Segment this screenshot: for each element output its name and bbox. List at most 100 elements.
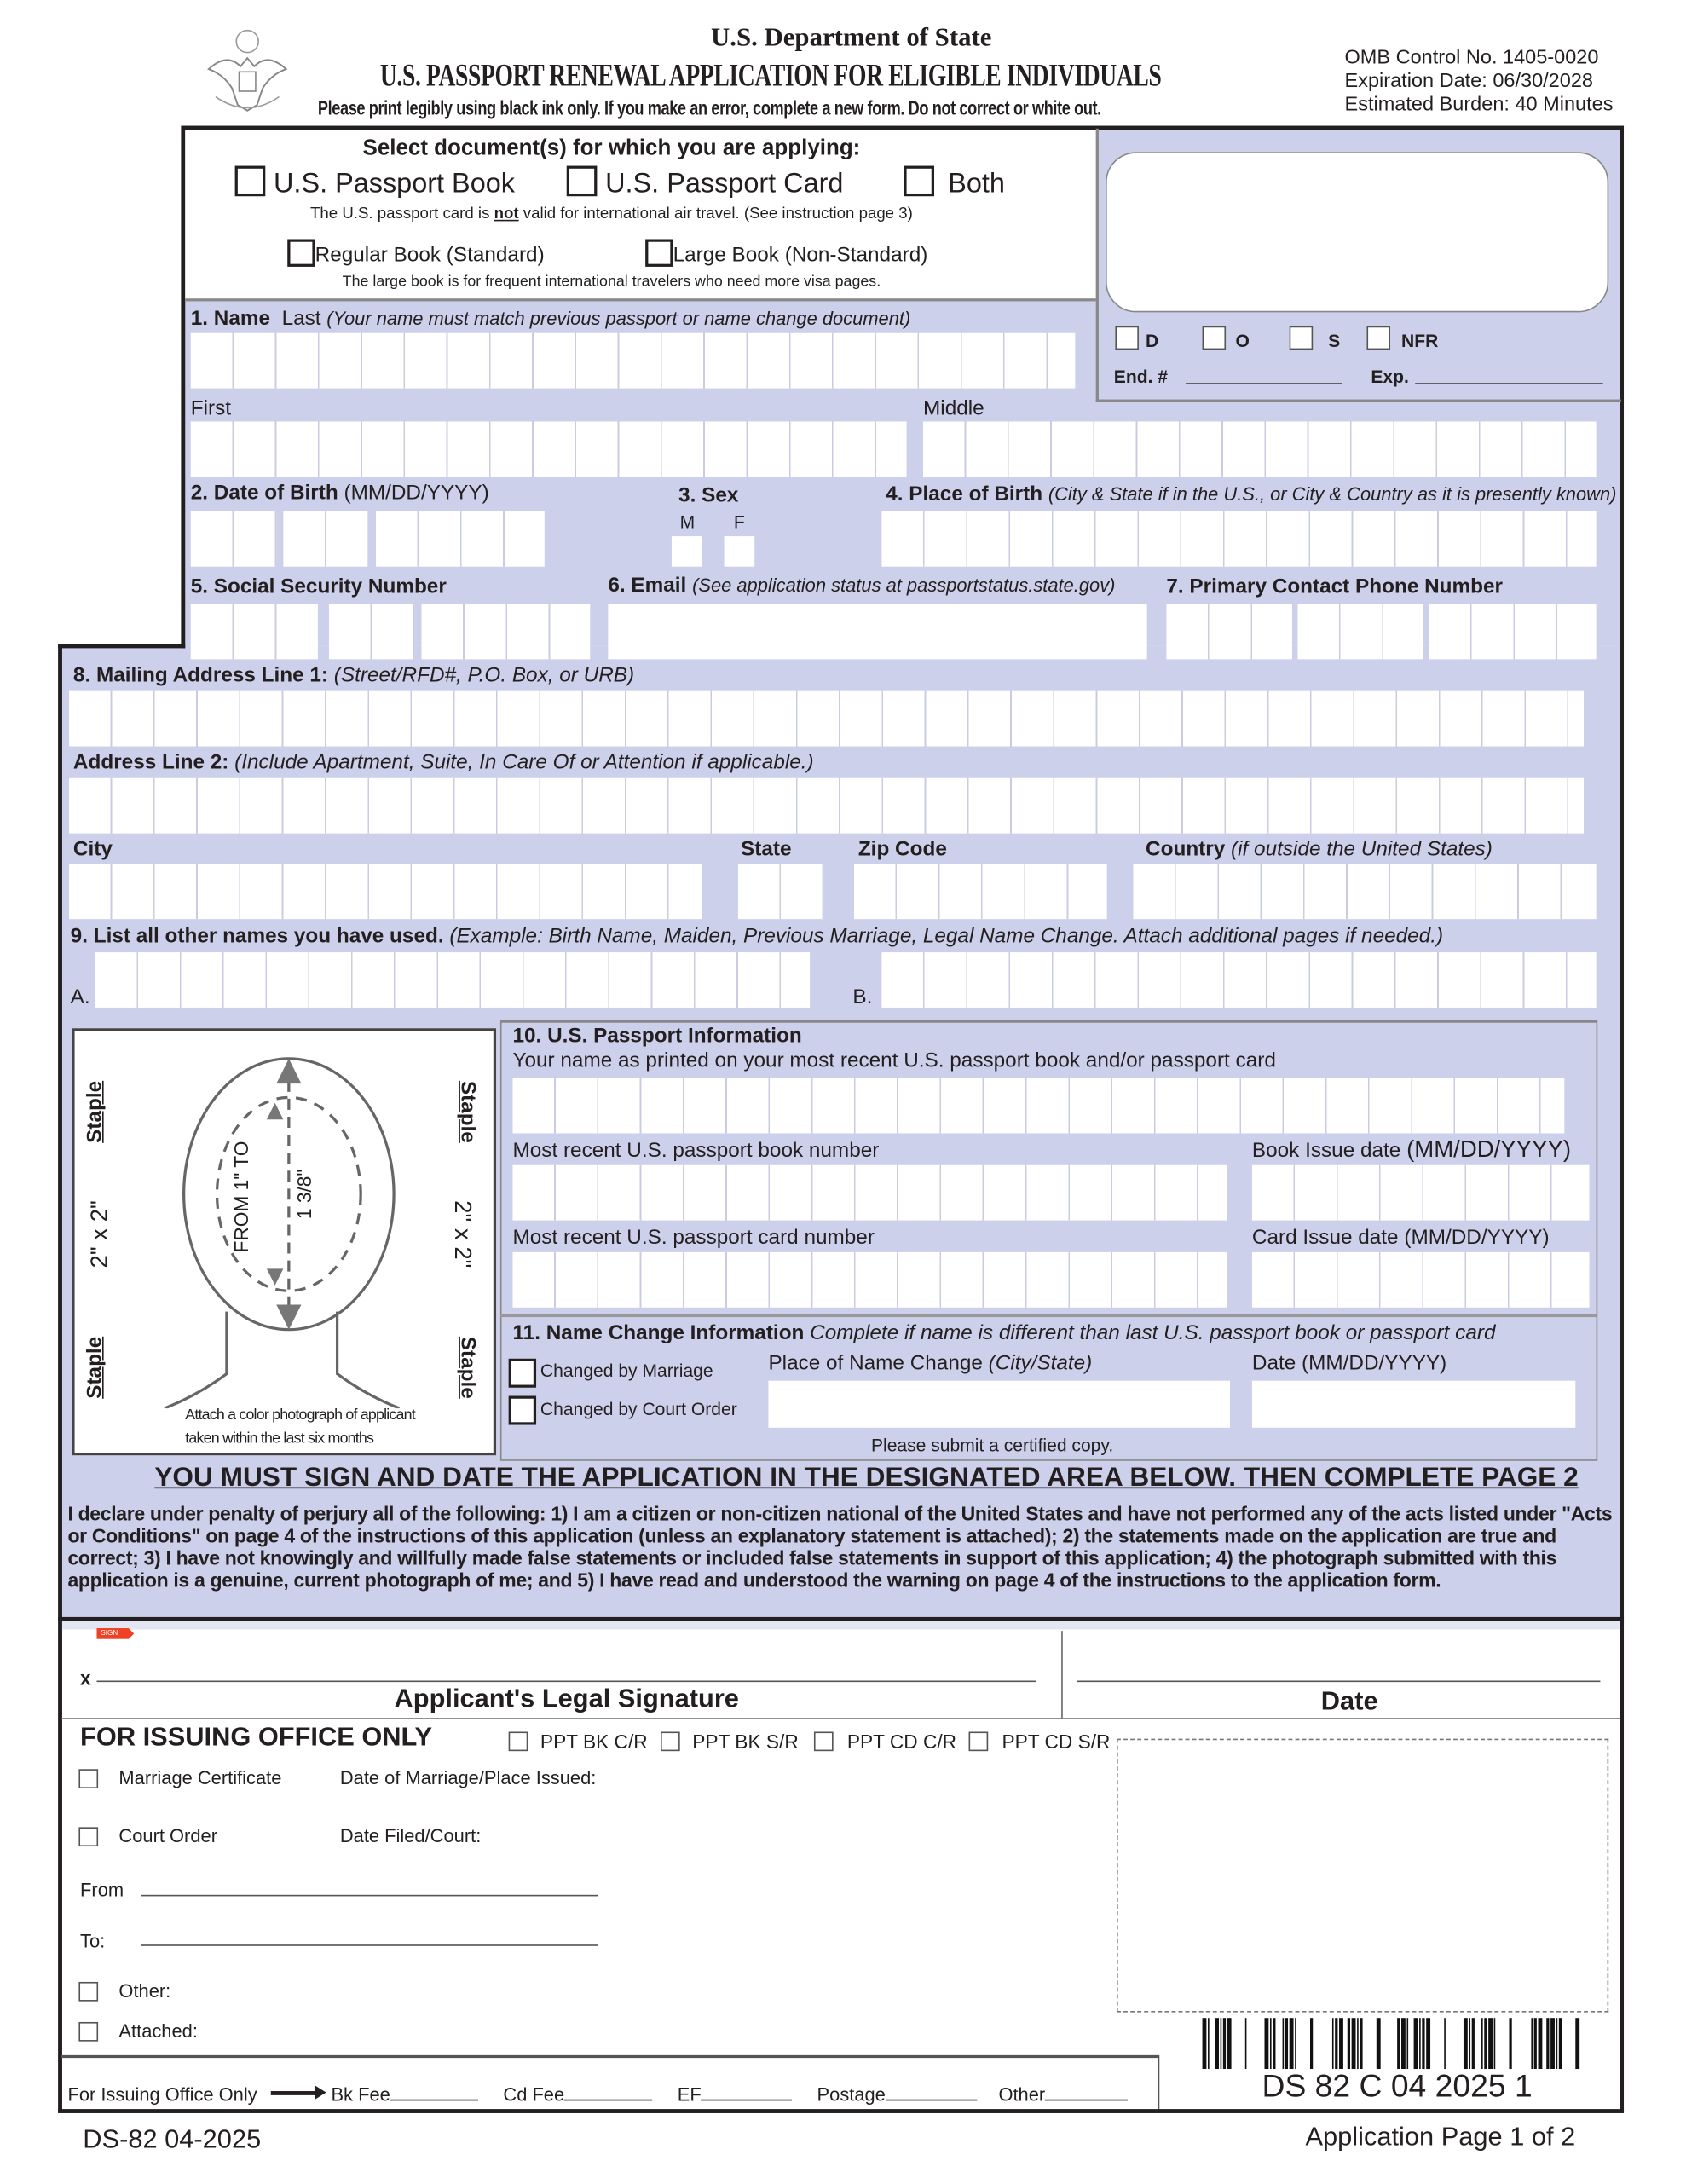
place-of-name-change-input[interactable] [768, 1380, 1230, 1428]
option-passport-card[interactable]: U.S. Passport Card [566, 165, 843, 201]
marriage-cert-checkbox[interactable] [78, 1769, 99, 1788]
passport-name-input[interactable] [512, 1078, 1565, 1134]
endorsement-line[interactable] [1186, 383, 1342, 384]
book-number-input[interactable] [512, 1164, 1227, 1221]
passport-card-checkbox[interactable] [566, 165, 598, 197]
barcode-bar [1202, 2018, 1207, 2070]
s-checkbox[interactable] [1289, 326, 1314, 350]
email-hint: (See application status at passportstatu… [692, 575, 1116, 596]
ssn-part2-input[interactable] [328, 604, 415, 660]
ssn-part1-input[interactable] [190, 604, 318, 660]
attached-checkbox[interactable] [78, 2021, 99, 2042]
card-number-label: Most recent U.S. passport card number [512, 1226, 875, 1250]
o-checkbox[interactable] [1202, 326, 1227, 350]
to-line[interactable] [141, 1944, 599, 1946]
photo-attach-area: Staple Staple Staple Staple 2" x 2" 2" x… [72, 1028, 497, 1456]
other-names-hint: (Example: Birth Name, Maiden, Previous M… [449, 924, 1444, 949]
first-name-input[interactable] [190, 421, 907, 477]
cd-fee-line[interactable] [564, 2099, 653, 2101]
changed-by-marriage-checkbox[interactable] [508, 1358, 537, 1388]
marriage-cert-label: Marriage Certificate [118, 1767, 282, 1788]
other-fee-label: Other [998, 2083, 1046, 2106]
ppt-cd-sr-checkbox[interactable] [968, 1731, 989, 1752]
ppt-bk-sr-checkbox[interactable] [660, 1731, 680, 1752]
country-input[interactable] [1133, 864, 1597, 920]
last-label: Last [281, 306, 321, 331]
declaration-text: I declare under penalty of perjury all o… [67, 1503, 1613, 1592]
place-change-text: Place of Name Change [768, 1351, 983, 1376]
date-label: Date [1320, 1687, 1378, 1717]
email-input[interactable] [608, 604, 1147, 660]
sex-f-box[interactable] [724, 536, 755, 567]
changed-by-court-checkbox[interactable] [508, 1395, 537, 1425]
ppt-cd-cr-checkbox[interactable] [813, 1731, 834, 1752]
ppt-bk-cr-checkbox[interactable] [508, 1731, 528, 1752]
barcode-bar [1289, 2018, 1294, 2070]
last-name-input[interactable] [190, 332, 1076, 389]
address-line1-input[interactable] [69, 690, 1585, 747]
dob-month-input[interactable] [190, 511, 277, 567]
city-input[interactable] [69, 864, 702, 920]
caption-line: taken within the last six months [185, 1430, 374, 1447]
barcode-bar [1269, 2018, 1272, 2070]
other-checkbox[interactable] [78, 1981, 99, 2002]
phone-line-input[interactable] [1429, 604, 1597, 660]
date-line[interactable] [1076, 1680, 1601, 1683]
state-input[interactable] [737, 864, 824, 920]
other-name-b-input[interactable] [881, 952, 1597, 1008]
staple-text: Staple [83, 1336, 107, 1399]
ssn-part3-input[interactable] [421, 604, 591, 660]
from-line[interactable] [141, 1894, 599, 1897]
name-change-title: 11. Name Change Information [512, 1320, 805, 1345]
zip-input[interactable] [853, 864, 1107, 920]
phone-area-input[interactable] [1166, 604, 1292, 660]
option-large-book[interactable]: Large Book (Non-Standard) [645, 239, 927, 267]
passport-book-checkbox[interactable] [234, 165, 266, 197]
place-of-birth-input[interactable] [881, 511, 1597, 567]
card-number-input[interactable] [512, 1251, 1227, 1308]
book-issue-date-input[interactable] [1251, 1164, 1590, 1221]
both-checkbox[interactable] [904, 165, 934, 197]
address1-hint: (Street/RFD#, P.O. Box, or URB) [333, 663, 635, 687]
other-fee-line[interactable] [1045, 2099, 1129, 2101]
postage-line[interactable] [885, 2099, 977, 2101]
place-change-hint: (City/State) [988, 1351, 1093, 1376]
option-regular-book[interactable]: Regular Book (Standard) [287, 239, 545, 267]
barcode-bar [1463, 2018, 1468, 2070]
barcode-bar [1413, 2018, 1418, 2070]
nfr-checkbox[interactable] [1366, 326, 1391, 350]
exp-line[interactable] [1415, 383, 1603, 384]
barcode-bar [1419, 2018, 1421, 2070]
court-order-checkbox[interactable] [78, 1827, 99, 1847]
bk-fee-line[interactable] [390, 2099, 479, 2101]
address-line2-input[interactable] [69, 777, 1585, 834]
divider [1095, 399, 1621, 402]
d-checkbox[interactable] [1115, 326, 1139, 350]
date-filed-label: Date Filed/Court: [339, 1825, 482, 1847]
dob-day-input[interactable] [283, 511, 368, 567]
address2-label: Address Line 2: (Include Apartment, Suit… [73, 750, 814, 774]
phone-prefix-input[interactable] [1297, 604, 1423, 660]
middle-name-input[interactable] [923, 421, 1597, 477]
sex-m-box[interactable] [671, 536, 702, 567]
fee-row: For Issuing Office Only Bk Fee Cd Fee EF… [67, 2083, 1129, 2106]
card-date-label: Card Issue date (MM/DD/YYYY) [1251, 1226, 1550, 1250]
other-name-a-input[interactable] [95, 952, 811, 1008]
dob-year-input[interactable] [375, 511, 545, 567]
barcode-bar [1295, 2018, 1296, 2070]
dob-label: 2. Date of Birth (MM/DD/YYYY) [191, 481, 489, 505]
card-note: The U.S. passport card is not valid for … [185, 206, 1037, 222]
regular-book-checkbox[interactable] [287, 239, 315, 267]
exp-label: Exp. [1371, 366, 1409, 387]
card-issue-date-input[interactable] [1251, 1251, 1590, 1308]
photo-size-label: 2" x 2" [86, 1200, 113, 1268]
name-change-date-input[interactable] [1251, 1380, 1576, 1428]
option-passport-book[interactable]: U.S. Passport Book [234, 165, 515, 201]
option-both[interactable]: Both [904, 165, 1005, 201]
signature-line[interactable] [96, 1680, 1036, 1683]
ef-line[interactable] [701, 2099, 793, 2101]
staple-label: Staple [83, 1081, 107, 1143]
border-bottom [58, 2109, 1625, 2113]
large-book-checkbox[interactable] [645, 239, 673, 267]
other-label: Other: [118, 1980, 171, 2002]
